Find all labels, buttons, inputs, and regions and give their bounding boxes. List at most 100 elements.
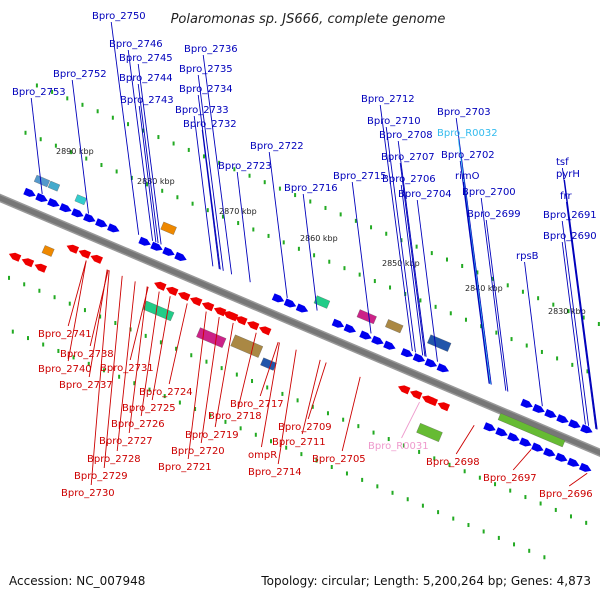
gene-label: Bpro_2753 — [12, 87, 66, 98]
gene-label: Bpro_2700 — [462, 187, 516, 198]
gene-label: Bpro_2720 — [171, 446, 225, 457]
gene-label: pyrH — [556, 169, 580, 180]
gene-label: Bpro_2732 — [183, 119, 237, 130]
backbone-line — [0, 195, 600, 456]
tick-dot — [176, 195, 179, 200]
gene-label: Bpro_2702 — [441, 150, 495, 161]
tick-dot — [26, 336, 29, 341]
tick-dot — [209, 413, 212, 418]
forward-gene-arrow — [283, 298, 297, 308]
forward-gene-arrow — [23, 187, 36, 197]
leader-line — [277, 349, 297, 465]
gene-label: Bpro_2691 — [543, 210, 597, 221]
tick-dot — [543, 555, 546, 560]
gene-label: Bpro_2725 — [122, 403, 176, 414]
tick-dot — [480, 324, 483, 329]
forward-gene-arrow — [556, 414, 569, 424]
leader-line — [67, 260, 87, 327]
forward-gene-arrow — [544, 409, 557, 418]
tick-dot — [467, 523, 470, 528]
gene-label: Bpro_2736 — [184, 44, 238, 55]
leader-line — [88, 269, 108, 378]
scale-label: 2860 kbp — [300, 234, 338, 243]
domain-box — [41, 245, 55, 257]
tick-dot — [24, 130, 27, 135]
tick-dot — [202, 154, 205, 159]
gene-label: Bpro_2740 — [38, 364, 92, 375]
forward-gene-arrow — [174, 251, 187, 261]
leader-line — [351, 181, 372, 334]
tick-dot — [461, 263, 464, 268]
forward-gene-arrow — [138, 236, 151, 246]
leader-line — [512, 449, 532, 471]
gene-label: Bpro_2710 — [367, 116, 421, 127]
leader-line — [116, 281, 136, 452]
gene-label: Bpro_2717 — [230, 399, 284, 410]
reverse-gene-arrow — [90, 254, 103, 264]
gene-label: Bpro_2726 — [111, 419, 165, 430]
tick-dot — [281, 391, 284, 396]
tick-dot — [118, 374, 121, 379]
reverse-gene-arrow — [21, 258, 35, 268]
leader-line — [140, 291, 160, 417]
tick-dot — [311, 404, 314, 409]
leader-line — [485, 219, 509, 392]
gene-label: Bpro_2699 — [467, 209, 521, 220]
tick-dot — [391, 490, 394, 495]
tick-dot — [68, 301, 71, 306]
scale-label: 2870 kbp — [219, 207, 257, 216]
leader-line — [187, 311, 207, 460]
tick-dot — [161, 188, 164, 193]
tick-dot — [482, 529, 485, 534]
tick-dot — [452, 516, 455, 521]
reverse-gene-arrow — [398, 385, 411, 395]
tick-dot — [87, 361, 90, 366]
tick-dot — [233, 167, 236, 172]
forward-gene-arrow — [295, 303, 309, 313]
gene-label: rimO — [455, 171, 480, 182]
gene-label: Bpro_2718 — [208, 411, 262, 422]
leader-line — [397, 140, 427, 357]
tick-dot — [402, 443, 405, 448]
tick-dot — [267, 233, 270, 238]
tick-dot — [571, 362, 574, 367]
tick-dot — [343, 266, 346, 271]
leader-line — [463, 181, 490, 384]
tick-dot — [524, 495, 527, 500]
gene-label: Bpro_2735 — [179, 64, 233, 75]
tick-dot — [220, 366, 223, 371]
forward-gene-arrow — [412, 353, 426, 363]
forward-gene-arrow — [531, 442, 544, 452]
tick-dot — [297, 246, 300, 251]
tick-dot — [406, 497, 409, 502]
reverse-gene-arrow — [213, 307, 227, 317]
tick-dot — [433, 456, 436, 461]
leader-line — [67, 260, 87, 362]
gene-label: Bpro_2730 — [61, 488, 115, 499]
tick-dot — [513, 542, 516, 547]
tick-dot — [330, 465, 333, 470]
tick-dot — [372, 430, 375, 435]
tick-dot — [157, 135, 160, 140]
tick-dot — [586, 369, 589, 374]
scale-label: 2840 kbp — [465, 284, 503, 293]
tick-dot — [385, 231, 388, 236]
domain-box — [416, 423, 443, 442]
tick-dot — [252, 227, 255, 232]
leader-line — [379, 104, 413, 352]
tick-dot — [437, 510, 440, 515]
leader-line — [202, 54, 233, 275]
domain-box — [142, 300, 175, 322]
tick-dot — [72, 355, 75, 360]
domain-box — [160, 221, 177, 235]
forward-gene-arrow — [400, 348, 414, 358]
tick-dot — [11, 329, 14, 334]
tick-dot — [53, 295, 56, 300]
gene-label: Bpro_2745 — [119, 53, 173, 64]
tick-dot — [421, 503, 424, 508]
domain-box — [74, 194, 87, 206]
domain-box — [196, 327, 227, 348]
tick-dot — [313, 253, 316, 258]
